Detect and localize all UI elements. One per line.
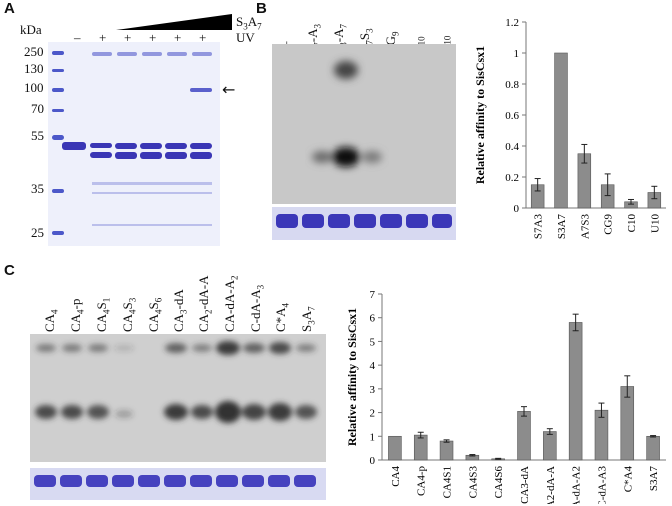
lane-signs-a: – + + + + + [74, 30, 207, 45]
y-tick-label: 0 [370, 455, 376, 467]
marker-label-35: 35 [31, 181, 44, 196]
panel-a-label: A [4, 0, 15, 17]
x-tick-label: CA4-p [416, 466, 428, 496]
marker-label-55: 55 [31, 128, 44, 143]
x-tick-label: C10 [626, 214, 638, 233]
uv-label: UV [236, 30, 255, 45]
lane-c-1: CA4 [42, 309, 60, 332]
x-tick-label: CA3-dA [519, 466, 531, 504]
x-tick-label: CA4S6 [493, 466, 505, 499]
marker-label-130: 130 [24, 61, 44, 76]
lane-c-6: CA3-dA [171, 289, 189, 332]
bar [554, 52, 568, 209]
y-tick-label: 0.2 [505, 172, 519, 184]
x-tick-label: A7S3 [579, 214, 591, 240]
sds-page-gel [48, 42, 220, 246]
marker-label-100: 100 [24, 80, 44, 95]
lane-c-10: C*A4 [273, 302, 291, 332]
kda-unit-label: kDa [20, 22, 42, 37]
x-tick-label: S3A7 [648, 466, 660, 492]
y-axis-label: Relative affinity to SisCsx1 [473, 46, 487, 184]
lane-c-4: CA4S3 [120, 297, 138, 332]
lane-c-11: S3A7 [299, 306, 317, 332]
crosslink-arrow: ← [222, 80, 236, 99]
y-tick-label: 2 [370, 408, 376, 420]
bar [568, 322, 583, 461]
x-tick-label: S7A3 [533, 214, 545, 240]
bar [646, 435, 660, 461]
bar [388, 435, 402, 461]
y-tick-label: 1 [514, 48, 520, 60]
x-tick-label: CA4 [390, 466, 402, 487]
y-tick-label: 0.8 [505, 79, 519, 91]
bar [439, 440, 454, 461]
y-tick-label: 0.4 [505, 141, 519, 153]
lane-c-2: CA4-p [68, 298, 86, 332]
marker-label-25: 25 [31, 225, 44, 240]
x-tick-label: CA2-dA-A [545, 466, 557, 504]
bar-chart-b: 0 0.2 0.4 0.6 0.8 1 1.2 S7A3 S3A7 A7S3 CG9 C10 U10 Re… [473, 17, 666, 240]
y-tick-label: 7 [370, 289, 376, 301]
y-tick-label: 6 [370, 313, 376, 325]
lane-c-5: CA4S6 [146, 297, 164, 332]
gradient-label: S3A7 [236, 14, 262, 32]
lane-c-9: C-dA-A3 [248, 284, 266, 332]
y-tick-label: 5 [370, 336, 376, 348]
bar [543, 431, 557, 461]
y-axis-label: Relative affinity to SisCsx1 [345, 308, 359, 446]
bar [517, 411, 531, 461]
marker-label-70: 70 [31, 101, 44, 116]
lane-c-7: CA2-dA-A [196, 275, 214, 333]
x-tick-label: U10 [649, 214, 661, 233]
panel-c-label: C [4, 262, 15, 279]
y-tick-label: 4 [370, 360, 376, 372]
y-tick-label: 0.6 [505, 110, 519, 122]
y-tick-label: 0 [514, 203, 520, 215]
x-tick-label: S3A7 [556, 214, 568, 240]
x-tick-label: CA4S3 [467, 466, 479, 499]
marker-label-250: 250 [24, 44, 44, 59]
x-tick-label: CA-dA-A2 [571, 466, 583, 504]
panel-b-label: B [256, 0, 267, 17]
x-tick-label: CA4S1 [442, 466, 454, 498]
x-tick-label: C-dA-A3 [596, 466, 608, 504]
y-tick-label: 1 [370, 431, 376, 443]
concentration-wedge [116, 14, 232, 30]
x-tick-label: C*A4 [622, 466, 634, 493]
phosphor-gel-c [30, 334, 326, 500]
lane-c-3: CA4S1 [94, 297, 112, 332]
bar [413, 434, 428, 461]
lane-c-8: CA-dA-A2 [222, 275, 240, 333]
phosphor-gel-b [272, 44, 456, 240]
x-tick-label: CG9 [603, 214, 615, 235]
lane-labels-c: CA4 CA4-p CA4S1 CA4S3 CA4S6 CA3-dA CA2-d… [30, 270, 330, 333]
bar-chart-c: 0 1 2 3 4 5 6 7 CA4 CA4-p CA4S1 CA4S3 CA4S6 CA3-dA CA2… [345, 289, 666, 504]
y-tick-label: 1.2 [505, 17, 519, 29]
y-tick-label: 3 [370, 384, 376, 396]
